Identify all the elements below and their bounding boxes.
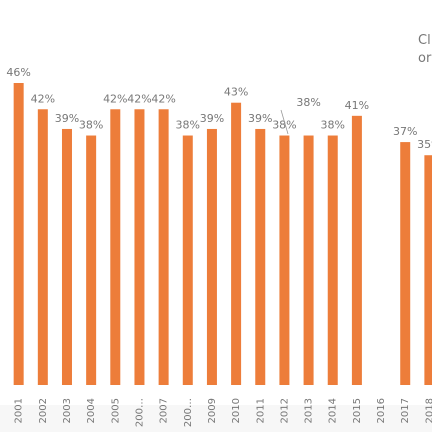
x-tick-3: 2003 (62, 398, 73, 423)
data-label-18: 35% (417, 138, 432, 151)
x-tick-7: 2007 (159, 398, 170, 423)
x-tick-14: 2014 (328, 398, 339, 423)
data-label-11: 39% (248, 112, 272, 125)
data-label-9: 39% (200, 112, 224, 125)
x-tick-labels-group: 2000 2001 2002 2003 2004 2005 200… 2007 200… 2009… (0, 398, 432, 427)
data-label-3: 39% (55, 112, 79, 125)
bar-3 (61, 128, 72, 385)
data-label-10: 43% (224, 86, 248, 99)
data-label-5: 42% (103, 92, 127, 105)
annotation-leader-line (280, 109, 289, 135)
data-label-17: 37% (393, 125, 417, 138)
data-labels-group: 46%42%39%38%42% 42% 42%38%39%43%39%38%38%3… (6, 66, 432, 151)
bar-8 (182, 135, 193, 385)
data-label-2: 42% (31, 92, 55, 105)
annotation-line-1: Cl (418, 33, 431, 48)
x-tick-2: 2002 (38, 398, 49, 423)
x-tick-0: 2000 (0, 398, 1, 423)
x-tick-17: 2017 (400, 398, 411, 423)
x-tick-12: 2012 (279, 398, 290, 423)
bar-14 (327, 135, 338, 385)
x-tick-8: 200… (183, 398, 194, 427)
x-tick-15: 2015 (352, 398, 363, 423)
bar-1 (13, 83, 24, 385)
data-label-4: 38% (79, 119, 103, 132)
bar-11 (255, 128, 266, 385)
data-label-6: 42% (127, 92, 151, 105)
bottom-band (0, 405, 432, 432)
x-tick-1: 2001 (14, 398, 25, 423)
data-label-14: 38% (321, 119, 345, 132)
bar-4 (86, 135, 97, 385)
bar-13 (303, 135, 314, 385)
data-label-7: 42% (151, 92, 175, 105)
bar-5 (110, 109, 121, 385)
x-tick-18: 2018 (424, 398, 432, 423)
x-tick-9: 2009 (207, 398, 218, 423)
bars-group (13, 83, 432, 385)
bar-10 (231, 102, 242, 385)
x-tick-11: 2011 (255, 398, 266, 423)
bar-18 (424, 155, 432, 385)
x-tick-5: 2005 (110, 398, 121, 423)
data-label-1: 46% (6, 66, 30, 79)
bar-7 (158, 109, 169, 385)
bar-15 (351, 115, 362, 385)
x-tick-6: 200… (134, 398, 145, 427)
data-label-13: 38% (296, 96, 320, 109)
x-tick-4: 2004 (86, 398, 97, 423)
annotation-line-2: or (418, 51, 432, 66)
data-label-15: 41% (345, 99, 369, 112)
data-label-8: 38% (176, 119, 200, 132)
x-tick-10: 2010 (231, 398, 242, 423)
bar-2 (37, 109, 48, 385)
bar-17 (400, 142, 411, 385)
x-tick-16: 2016 (376, 398, 387, 423)
data-label-12: 38% (272, 119, 296, 132)
bar-12 (279, 135, 290, 385)
x-tick-13: 2013 (304, 398, 315, 423)
bar-9 (206, 128, 217, 385)
bar-6 (134, 109, 145, 385)
